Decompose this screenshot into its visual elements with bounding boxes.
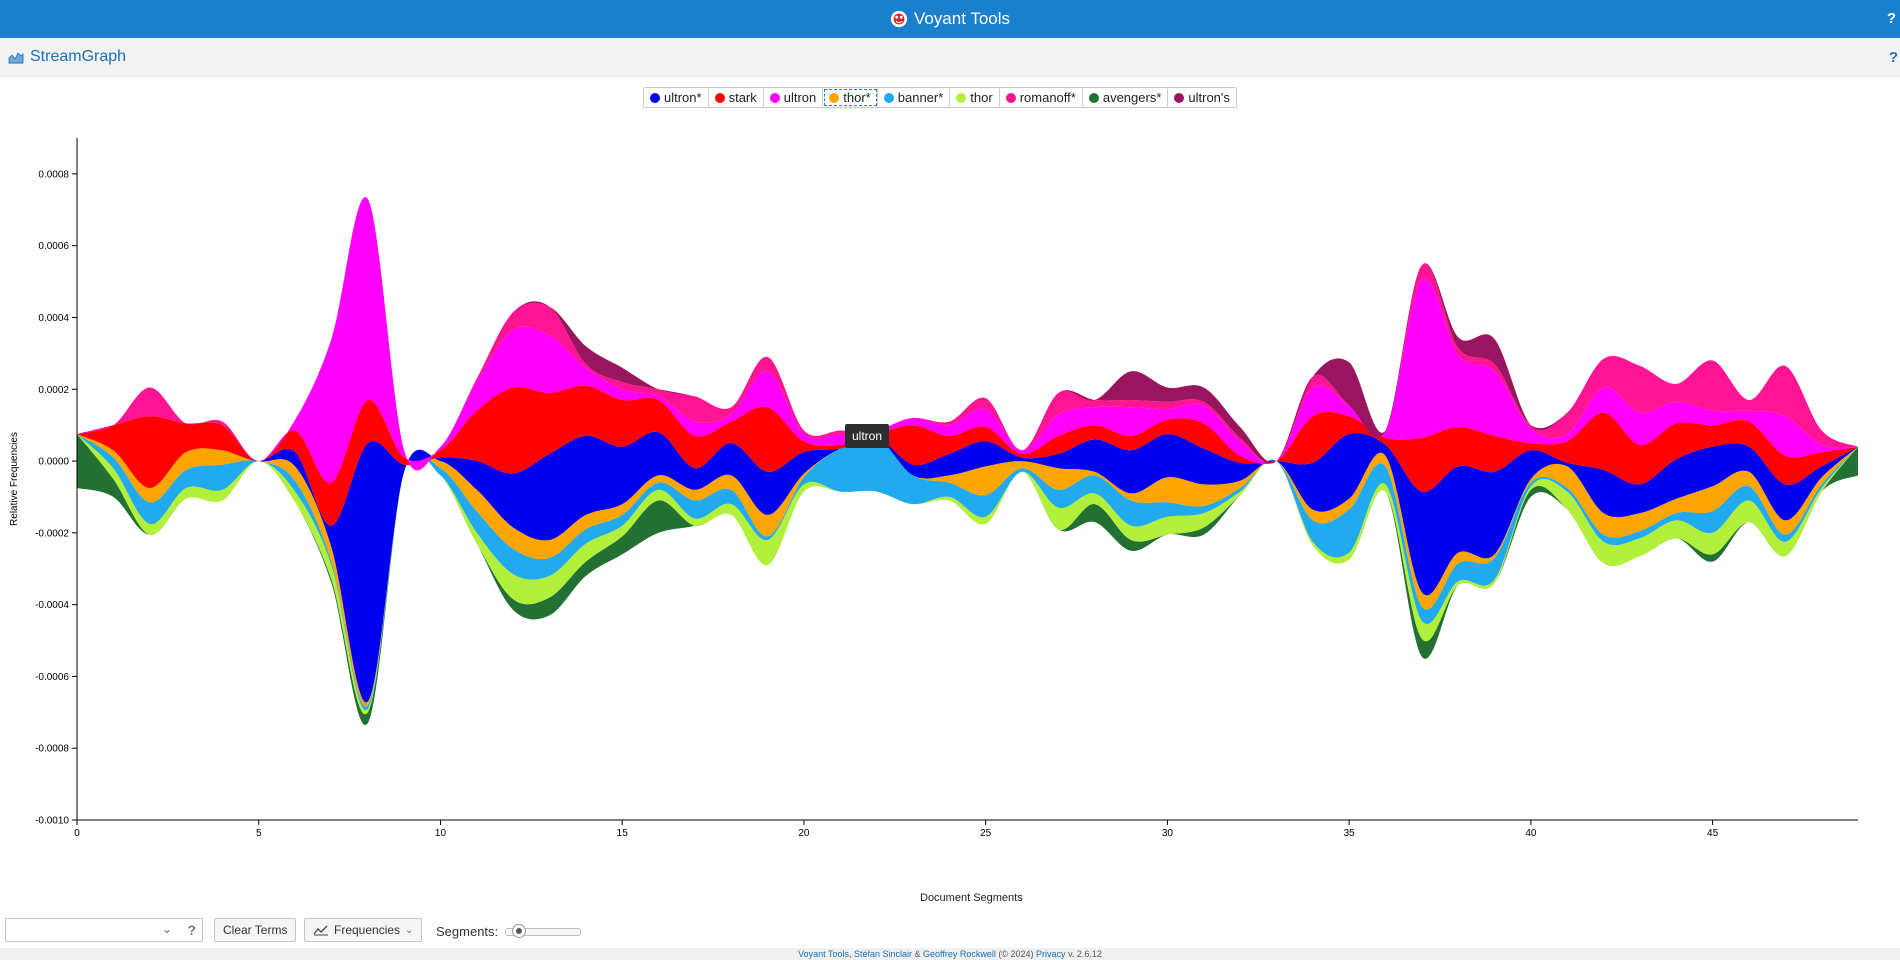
legend-item[interactable]: thor* — [823, 88, 878, 107]
frequencies-label: Frequencies — [334, 923, 401, 937]
stream-layer-banner-[interactable] — [77, 434, 1858, 711]
segments-slider[interactable] — [505, 924, 581, 938]
stream-layer-ultron-[interactable] — [77, 431, 1858, 703]
legend-item[interactable]: avengers* — [1083, 88, 1169, 107]
clear-terms-button[interactable]: Clear Terms — [214, 918, 297, 942]
legend-label: ultron's — [1188, 90, 1230, 105]
legend-item[interactable]: ultron's — [1168, 88, 1236, 107]
legend-item[interactable]: banner* — [878, 88, 951, 107]
y-tick-label: -0.0006 — [35, 672, 69, 683]
x-tick-label: 0 — [74, 828, 80, 839]
x-tick-label: 15 — [617, 828, 629, 839]
y-tick-label: 0.0004 — [38, 313, 69, 324]
segments-slider-thumb[interactable] — [512, 924, 526, 938]
streamgraph-chart: 0.0008 0.0006 0.0004 0.0002 0.0000 -0.0002 -0.… — [9, 138, 1858, 839]
chart-legend: ultron* stark ultron thor* banner* thor romano… — [643, 87, 1237, 108]
line-chart-icon — [313, 925, 328, 936]
x-tick-label: 35 — [1344, 828, 1356, 839]
area-chart-icon — [8, 52, 24, 64]
x-tick-label: 20 — [798, 828, 810, 839]
footer-copyright: (© 2024) — [995, 949, 1037, 959]
app-title: Voyant Tools — [913, 9, 1011, 28]
voyant-link[interactable]: Voyant Tools — [798, 949, 849, 959]
panel-help-icon[interactable]: ? — [1888, 49, 1898, 66]
stream-layer-thor-[interactable] — [77, 434, 1858, 707]
chevron-down-icon: ⌄ — [405, 924, 414, 936]
help-icon[interactable]: ? — [187, 922, 196, 938]
legend-label: banner* — [897, 90, 944, 105]
x-tick-label: 45 — [1707, 828, 1719, 839]
voyant-logo-icon — [890, 10, 908, 28]
x-axis-title: Document Segments — [920, 892, 1023, 904]
y-tick-label: 0.0002 — [38, 385, 69, 396]
legend-label: ultron — [783, 90, 817, 105]
legend-label: stark — [728, 90, 757, 105]
panel-title-group: StreamGraph — [8, 48, 126, 66]
panel-title: StreamGraph — [30, 48, 127, 65]
legend-label: ultron* — [664, 90, 702, 105]
x-tick-label: 30 — [1162, 828, 1174, 839]
legend-item[interactable]: romanoff* — [1000, 88, 1083, 107]
footer: Voyant Tools, Stéfan Sinclair & Geoffrey… — [0, 948, 1900, 960]
hover-tooltip: ultron — [845, 424, 890, 448]
legend-swatch-icon — [1088, 92, 1099, 103]
app-header: Voyant Tools ? — [0, 0, 1900, 38]
app-title-group: Voyant Tools — [890, 9, 1010, 29]
y-tick-label: -0.0002 — [35, 528, 69, 539]
legend-swatch-icon — [714, 92, 725, 103]
privacy-link[interactable]: Privacy — [1036, 949, 1066, 959]
y-tick-label: -0.0010 — [35, 816, 69, 827]
legend-item[interactable]: thor — [950, 88, 1000, 107]
y-tick-label: 0.0008 — [38, 169, 69, 180]
legend-item[interactable]: ultron* — [644, 88, 709, 107]
y-tick-label: 0.0000 — [38, 457, 69, 468]
x-tick-label: 10 — [435, 828, 447, 839]
x-tick-label: 5 — [256, 828, 262, 839]
x-tick-label: 40 — [1525, 828, 1537, 839]
legend-item[interactable]: stark — [709, 88, 764, 107]
stream-layer-ultron[interactable] — [77, 197, 1858, 483]
legend-label: romanoff* — [1019, 90, 1076, 105]
legend-item[interactable]: ultron — [764, 88, 824, 107]
segments-label: Segments: — [436, 924, 499, 939]
frequencies-button[interactable]: Frequencies ⌄ — [304, 918, 423, 942]
chevron-down-icon[interactable]: ⌄ — [161, 922, 172, 936]
author-link-sinclair[interactable]: Stéfan Sinclair — [853, 949, 912, 959]
app-help-icon[interactable]: ? — [1886, 10, 1896, 27]
panel-header: StreamGraph ? — [0, 38, 1900, 77]
y-tick-label: 0.0006 — [38, 241, 69, 252]
legend-swatch-icon — [650, 92, 660, 103]
footer-ampersand: & — [912, 949, 924, 959]
y-tick-label: -0.0004 — [35, 600, 69, 611]
bottom-toolbar: ⌄ ? Clear Terms Frequencies ⌄ Segments: — [0, 914, 1900, 948]
legend-swatch-icon — [956, 92, 967, 103]
stream-layer-stark[interactable] — [77, 385, 1858, 526]
author-link-rockwell[interactable]: Geoffrey Rockwell — [923, 949, 996, 959]
legend-swatch-icon — [829, 92, 840, 103]
legend-label: thor* — [843, 90, 871, 105]
footer-separator: , — [848, 949, 854, 959]
y-tick-label: -0.0008 — [35, 744, 69, 755]
legend-label: thor — [970, 90, 993, 105]
legend-swatch-icon — [883, 92, 894, 103]
footer-version: v. 2.6.12 — [1065, 949, 1102, 959]
legend-swatch-icon — [1174, 92, 1185, 103]
legend-swatch-icon — [769, 92, 780, 103]
legend-swatch-icon — [1005, 92, 1016, 103]
x-tick-label: 25 — [980, 828, 992, 839]
legend-label: avengers* — [1102, 90, 1162, 105]
term-search-combo[interactable]: ⌄ ? — [5, 918, 203, 942]
y-axis-title: Relative Frequencies — [9, 432, 20, 526]
